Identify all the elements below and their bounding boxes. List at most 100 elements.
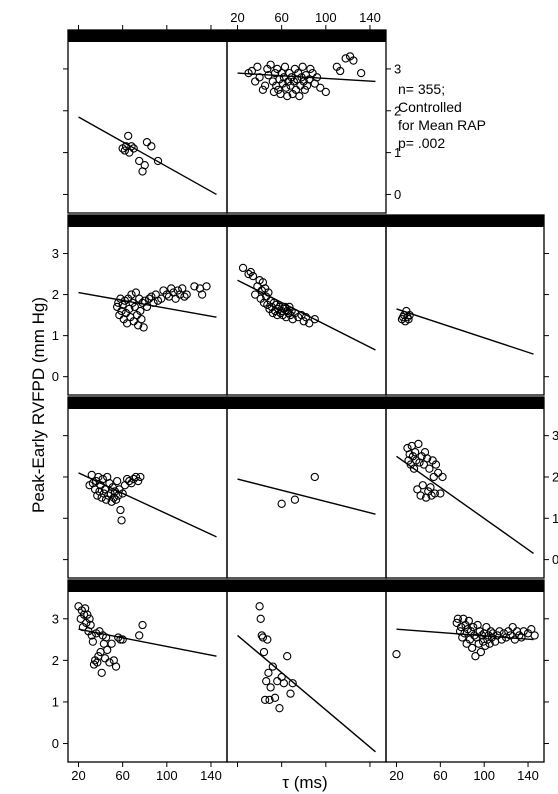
data-point xyxy=(255,73,264,82)
data-point xyxy=(508,622,517,632)
data-point xyxy=(310,315,319,324)
data-point xyxy=(88,637,98,646)
data-point xyxy=(137,315,146,324)
data-point xyxy=(515,631,524,640)
annotation-line-4: p= .002 xyxy=(398,135,445,151)
y-tick-label: 1 xyxy=(394,145,401,160)
data-point xyxy=(260,695,270,705)
data-point xyxy=(142,137,152,147)
panel-r3-c0 xyxy=(74,602,217,677)
data-point xyxy=(467,643,477,653)
data-point xyxy=(258,633,268,642)
data-point xyxy=(202,282,211,291)
data-point xyxy=(310,472,319,482)
data-point xyxy=(476,647,486,657)
data-point xyxy=(178,284,187,293)
fit-line xyxy=(396,628,534,641)
data-point xyxy=(140,161,149,170)
y-tick-label: 1 xyxy=(52,694,59,709)
data-point xyxy=(133,476,143,486)
data-point xyxy=(288,679,297,688)
panels xyxy=(74,52,539,753)
data-point xyxy=(263,635,272,644)
fit-line xyxy=(78,472,217,538)
data-point xyxy=(138,298,147,307)
data-point xyxy=(504,627,513,636)
data-point xyxy=(486,627,495,636)
panel-r3-c2 xyxy=(392,614,539,661)
panel-r2-c1 xyxy=(237,472,376,515)
y-tick-label: 2 xyxy=(52,653,59,668)
data-point xyxy=(171,294,180,303)
data-point xyxy=(114,491,123,500)
data-point xyxy=(264,288,273,297)
data-point xyxy=(266,60,275,69)
data-point xyxy=(275,704,284,713)
data-point xyxy=(316,83,325,92)
panel-frames xyxy=(67,29,545,763)
data-point xyxy=(117,306,126,316)
data-point xyxy=(285,302,294,312)
data-point xyxy=(471,652,480,661)
frame-r2-c2 xyxy=(385,396,545,579)
x-tick-label: 60 xyxy=(115,768,129,783)
data-point xyxy=(283,652,292,661)
data-point xyxy=(107,497,116,506)
data-point xyxy=(98,474,107,484)
data-point xyxy=(273,64,282,74)
data-point xyxy=(305,75,314,84)
data-point xyxy=(336,66,345,76)
data-point xyxy=(286,310,295,320)
data-point xyxy=(133,321,143,330)
fit-line xyxy=(78,116,217,196)
data-point xyxy=(135,156,144,166)
x-tick-label: 20 xyxy=(230,10,244,25)
data-point xyxy=(341,54,350,63)
panel-r1-c2 xyxy=(396,306,534,355)
data-point xyxy=(266,683,275,692)
data-point xyxy=(86,620,95,630)
strip-r3-c0 xyxy=(68,580,227,592)
data-point xyxy=(298,62,307,71)
strip-r0-c0 xyxy=(68,30,227,42)
fit-line xyxy=(396,308,534,355)
data-point xyxy=(262,677,271,686)
x-tick-label: 20 xyxy=(71,768,85,783)
data-point xyxy=(530,631,539,640)
panel-strips xyxy=(68,30,544,592)
data-point xyxy=(111,495,121,504)
annotation-line-3: for Mean RAP xyxy=(398,117,486,133)
data-point xyxy=(139,323,148,332)
data-point xyxy=(111,662,121,671)
data-point xyxy=(251,290,260,299)
data-point xyxy=(125,476,134,486)
data-point xyxy=(117,516,126,525)
data-point xyxy=(469,622,478,632)
data-point xyxy=(426,483,435,492)
data-point xyxy=(413,485,422,494)
data-point xyxy=(416,491,425,500)
panel-r2-c2 xyxy=(396,439,534,554)
data-point xyxy=(129,317,138,326)
data-point xyxy=(127,290,136,299)
data-point xyxy=(430,489,440,498)
data-point xyxy=(104,491,113,500)
data-point xyxy=(409,464,419,473)
data-point xyxy=(301,313,311,322)
x-tick-label: 60 xyxy=(433,768,447,783)
data-point xyxy=(256,614,265,623)
frame-r0-c1 xyxy=(226,29,387,214)
data-point xyxy=(128,298,137,307)
data-point xyxy=(297,73,306,82)
data-point xyxy=(105,658,114,667)
data-point xyxy=(259,647,269,657)
data-point xyxy=(85,614,94,623)
frame-r0-c0 xyxy=(67,29,228,214)
annotation-block: n= 355; Controlled for Mean RAP p= .002 xyxy=(398,81,486,151)
frame-r3-c1 xyxy=(226,579,387,763)
data-point xyxy=(270,693,280,702)
fit-line xyxy=(78,628,217,657)
frame-r1-c1 xyxy=(226,214,387,396)
x-tick-label: 20 xyxy=(389,768,403,783)
data-point xyxy=(247,66,257,76)
